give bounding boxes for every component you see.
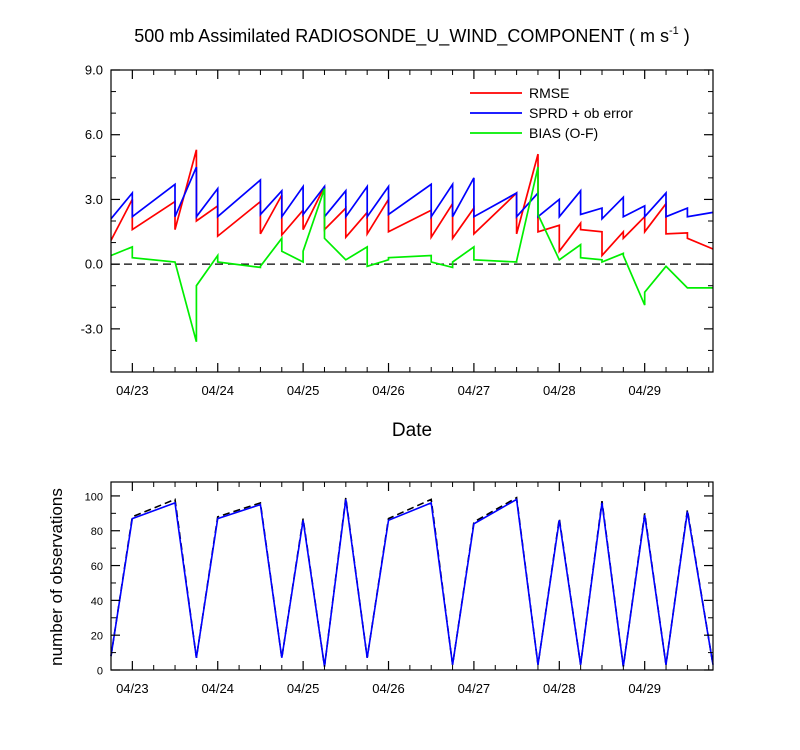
series-line-rmse [110, 149, 714, 258]
legend: RMSE SPRD + ob error BIAS (O-F) [470, 85, 633, 141]
bottom-plot-frame [110, 481, 714, 671]
bottom-series-layer [110, 496, 714, 667]
x-tick-label: 04/23 [116, 681, 149, 696]
y-tick-label: 80 [91, 526, 103, 538]
top-series-layer [110, 149, 714, 343]
x-tick-label: 04/26 [372, 681, 405, 696]
y-tick-label: 0 [97, 666, 103, 678]
x-axis-label: Date [392, 420, 432, 441]
bottom-chart: 04/23 04/24 04/25 04/26 04/27 04/28 04/29 0 20 40… [47, 481, 714, 696]
x-tick-label: 04/29 [628, 383, 661, 398]
x-tick-label: 04/28 [543, 681, 576, 696]
y-tick-label: 6.0 [85, 127, 103, 142]
series-line-dashed-0 [110, 496, 714, 667]
legend-entry-1: SPRD + ob error [529, 105, 633, 121]
x-tick-label: 04/25 [287, 681, 320, 696]
y-tick-label: 0.0 [85, 257, 103, 272]
y-tick-label: 100 [85, 491, 103, 503]
top-ticks: 04/23 04/24 04/25 04/26 04/27 04/28 04/29 -3.0 0… [81, 63, 713, 398]
y-tick-label: 9.0 [85, 63, 103, 78]
series-line-solid-1 [110, 498, 714, 667]
y-tick-label: 60 [91, 561, 103, 573]
chart-title-units-close: ) [679, 26, 690, 46]
chart-title: 500 mb Assimilated RADIOSONDE_U_WIND_COM… [134, 25, 690, 47]
legend-entry-2: BIAS (O-F) [529, 125, 598, 141]
x-tick-label: 04/28 [543, 383, 576, 398]
y-tick-label: 40 [91, 596, 103, 608]
x-tick-label: 04/29 [628, 681, 661, 696]
y-axis-label: number of observations [47, 488, 66, 666]
y-tick-label: -3.0 [81, 321, 103, 336]
legend-entry-0: RMSE [529, 85, 569, 101]
bottom-ticks: 04/23 04/24 04/25 04/26 04/27 04/28 04/29 0 20 40… [85, 482, 713, 696]
chart-title-text: 500 mb Assimilated RADIOSONDE_U_WIND_COM… [134, 26, 624, 47]
x-tick-label: 04/23 [116, 383, 149, 398]
series-line-bias-o-f [110, 166, 713, 343]
y-tick-label: 20 [91, 631, 103, 643]
chart-title-units-exp: -1 [669, 25, 679, 37]
x-tick-label: 04/24 [201, 383, 234, 398]
x-tick-label: 04/25 [287, 383, 320, 398]
x-tick-label: 04/26 [372, 383, 405, 398]
x-tick-label: 04/27 [458, 681, 491, 696]
chart-title-units: ( m s [629, 26, 669, 46]
x-tick-label: 04/24 [201, 681, 234, 696]
series-line-sprd-ob-error [110, 166, 714, 221]
x-tick-label: 04/27 [458, 383, 491, 398]
y-tick-label: 3.0 [85, 192, 103, 207]
top-chart: 500 mb Assimilated RADIOSONDE_U_WIND_COM… [81, 25, 714, 441]
